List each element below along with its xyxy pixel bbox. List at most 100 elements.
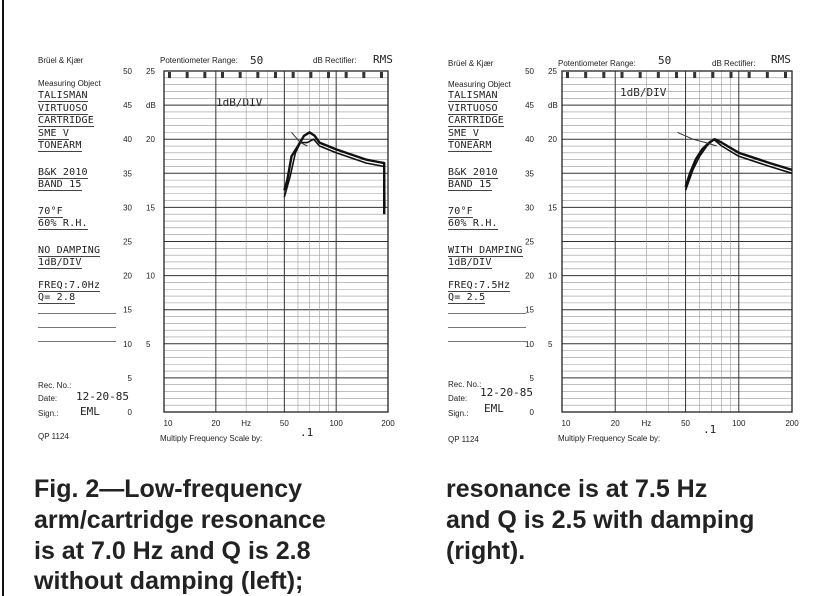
y-tick-label-inner: 5 bbox=[548, 340, 553, 349]
note-line: 1dB/DIV bbox=[38, 257, 82, 269]
date-value: 12-20-85 bbox=[480, 386, 533, 399]
y-tick-label-inner: 20 bbox=[548, 135, 557, 144]
note-line: CARTRIDGE bbox=[448, 115, 504, 127]
note-line: TONEARM bbox=[38, 140, 82, 152]
note-line: NO DAMPING bbox=[38, 244, 101, 257]
frequency-scale-label: Multiply Frequency Scale by: bbox=[160, 434, 263, 443]
top-tick-mark bbox=[693, 72, 697, 78]
y-tick-label: 15 bbox=[123, 306, 132, 315]
y-tick-label-inner: 5 bbox=[146, 340, 151, 349]
pot-range-value: 50 bbox=[658, 54, 672, 67]
note-line: TALISMAN bbox=[448, 90, 498, 102]
top-tick-mark bbox=[291, 72, 295, 78]
pot-range-label: Potentiometer Range: bbox=[160, 56, 238, 65]
top-tick-mark bbox=[309, 72, 313, 78]
top-tick-mark bbox=[221, 72, 224, 78]
series-line bbox=[684, 138, 793, 191]
x-tick-label: 10 bbox=[562, 419, 571, 428]
note-line: 70°F bbox=[38, 205, 63, 218]
x-tick-label: 100 bbox=[732, 419, 746, 428]
frequency-scale-label: Multiply Frequency Scale by: bbox=[558, 434, 661, 443]
rectifier-value: RMS bbox=[771, 53, 791, 66]
y-tick-label: 25 bbox=[123, 238, 132, 247]
date-value: 12-20-85 bbox=[76, 390, 129, 403]
top-tick-mark bbox=[729, 72, 733, 78]
x-tick-label: 100 bbox=[329, 419, 343, 428]
y-tick-label-inner: 25 bbox=[146, 67, 155, 76]
frequency-scale-value: .1 bbox=[300, 426, 314, 439]
form-number: QP 1124 bbox=[38, 432, 69, 441]
x-tick-label: 20 bbox=[611, 419, 620, 428]
note-line: B&K 2010 bbox=[448, 166, 498, 179]
sign-value: EML bbox=[484, 402, 504, 415]
y-tick-label: 15 bbox=[525, 306, 534, 315]
plot-border bbox=[163, 70, 389, 413]
series-line bbox=[677, 131, 717, 147]
in-chart-scale-label: 1dB/DIV bbox=[216, 96, 263, 109]
form-blank-line bbox=[448, 312, 526, 314]
sign-value: EML bbox=[80, 405, 100, 418]
x-tick-label: 10 bbox=[164, 419, 173, 428]
y-tick-label: 45 bbox=[123, 101, 132, 110]
note-line: VIRTUOSO bbox=[38, 102, 88, 115]
y-tick-label: 10 bbox=[525, 340, 534, 349]
series-line bbox=[283, 138, 386, 208]
top-tick-mark bbox=[711, 72, 715, 78]
top-tick-mark bbox=[656, 72, 660, 78]
y-tick-label: 40 bbox=[525, 135, 534, 144]
in-chart-scale-label: 1dB/DIV bbox=[620, 86, 667, 99]
y-tick-label-inner: 10 bbox=[548, 272, 557, 281]
caption-line: arm/cartridge resonance bbox=[34, 506, 326, 534]
y-tick-label-inner: dB bbox=[146, 101, 156, 110]
y-tick-label: 0 bbox=[530, 408, 535, 417]
pot-range-value: 50 bbox=[250, 54, 264, 67]
y-tick-label: 30 bbox=[123, 203, 132, 212]
y-tick-label-inner: 20 bbox=[146, 135, 155, 144]
y-tick-label-inner: dB bbox=[548, 101, 558, 110]
top-tick-mark bbox=[238, 72, 242, 78]
note-line: WITH DAMPING bbox=[448, 244, 523, 257]
top-tick-mark bbox=[602, 72, 606, 78]
top-tick-mark bbox=[380, 72, 383, 78]
top-tick-mark bbox=[675, 72, 678, 78]
caption-line: and Q is 2.5 with damping bbox=[446, 506, 755, 534]
x-tick-label: 200 bbox=[785, 419, 799, 428]
rectifier-label: dB Rectifier: bbox=[313, 56, 357, 65]
y-tick-label: 40 bbox=[123, 135, 132, 144]
note-line: Q= 2.5 bbox=[448, 292, 486, 304]
top-tick-mark bbox=[362, 72, 366, 78]
note-line: 60% R.H. bbox=[448, 218, 498, 230]
y-tick-label-inner: 15 bbox=[146, 203, 155, 212]
note-line: B&K 2010 bbox=[38, 166, 88, 179]
rec-no-label: Rec. No.: bbox=[448, 380, 482, 389]
brand-label: Brüel & Kjær bbox=[448, 59, 494, 68]
top-tick-mark bbox=[747, 72, 751, 78]
y-tick-label: 20 bbox=[123, 272, 132, 281]
note-line: TALISMAN bbox=[38, 90, 88, 102]
top-tick-mark bbox=[168, 72, 171, 78]
form-blank-line bbox=[448, 326, 526, 328]
x-tick-label: 50 bbox=[280, 419, 289, 428]
measuring-object-label: Measuring Object bbox=[38, 79, 101, 88]
top-tick-mark bbox=[203, 72, 207, 78]
form-number: QP 1124 bbox=[448, 435, 479, 444]
caption-line: without damping (left); bbox=[34, 567, 304, 595]
top-tick-mark bbox=[185, 72, 189, 78]
note-line: FREQ:7.5Hz bbox=[448, 279, 511, 292]
note-line: BAND 15 bbox=[38, 179, 82, 191]
top-tick-mark bbox=[566, 72, 569, 78]
caption-line: (right). bbox=[446, 537, 526, 565]
note-line: 1dB/DIV bbox=[448, 257, 492, 269]
x-tick-label: 20 bbox=[211, 419, 220, 428]
y-tick-label: 10 bbox=[123, 340, 132, 349]
chart-panel-left: Brüel & Kjær Potentiometer Range: 50 dB … bbox=[30, 0, 410, 455]
note-line: 70°F bbox=[448, 205, 473, 218]
brand-label: Brüel & Kjær bbox=[38, 56, 84, 65]
page-left-rule bbox=[2, 0, 4, 596]
y-tick-label-inner: 25 bbox=[548, 67, 557, 76]
frequency-scale-value: .1 bbox=[703, 423, 717, 436]
note-line: SME V bbox=[448, 127, 480, 140]
top-tick-mark bbox=[327, 72, 330, 78]
